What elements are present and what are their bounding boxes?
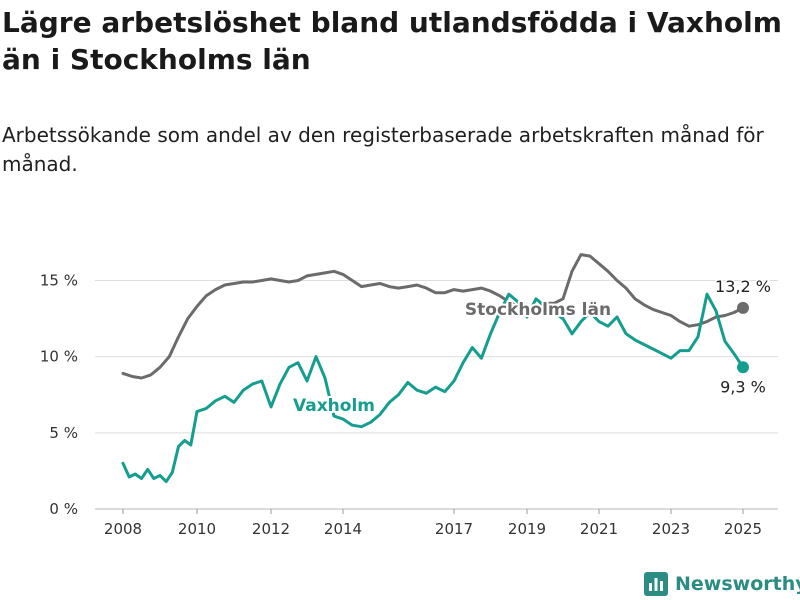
y-tick-label: 5 %: [49, 424, 78, 442]
page-subtitle: Arbetssökande som andel av den registerb…: [2, 123, 764, 176]
x-tick-label: 2014: [324, 520, 362, 538]
y-tick-label: 10 %: [40, 348, 78, 366]
x-tick-label: 2010: [178, 520, 216, 538]
series-end-marker: [737, 301, 749, 314]
newsworthy-logo: Newsworthy: [644, 569, 800, 599]
series-label-stockholms-lan: Stockholms län: [465, 300, 611, 320]
x-tick-label: 2012: [252, 520, 290, 538]
x-tick-label: 2021: [580, 520, 618, 538]
series-label-vaxholm: Vaxholm: [293, 396, 375, 416]
x-tick-label: 2017: [435, 520, 473, 538]
x-tick-label: 2023: [652, 520, 690, 538]
line-chart: 0 % 5 % 10 % 15 % 2008 2010 2012 2014 2017 2019 20…: [40, 253, 778, 538]
end-value-label: 9,3 %: [720, 377, 766, 396]
y-tick-label: 0 %: [49, 500, 78, 518]
series-line-stockholms-lan: [121, 253, 745, 380]
brand-name: Newsworthy: [675, 573, 800, 595]
series-end-marker: [737, 361, 749, 374]
x-tick-label: 2025: [724, 520, 762, 538]
end-value-label: 13,2 %: [715, 277, 771, 296]
bar-chart-logo-icon: [644, 572, 668, 596]
series-line-vaxholm: [121, 292, 745, 484]
x-tick-label: 2008: [104, 520, 142, 538]
y-tick-label: 15 %: [40, 271, 78, 289]
page-title: Lägre arbetslöshet bland utlandsfödda i …: [2, 6, 782, 76]
x-tick-label: 2019: [508, 520, 546, 538]
